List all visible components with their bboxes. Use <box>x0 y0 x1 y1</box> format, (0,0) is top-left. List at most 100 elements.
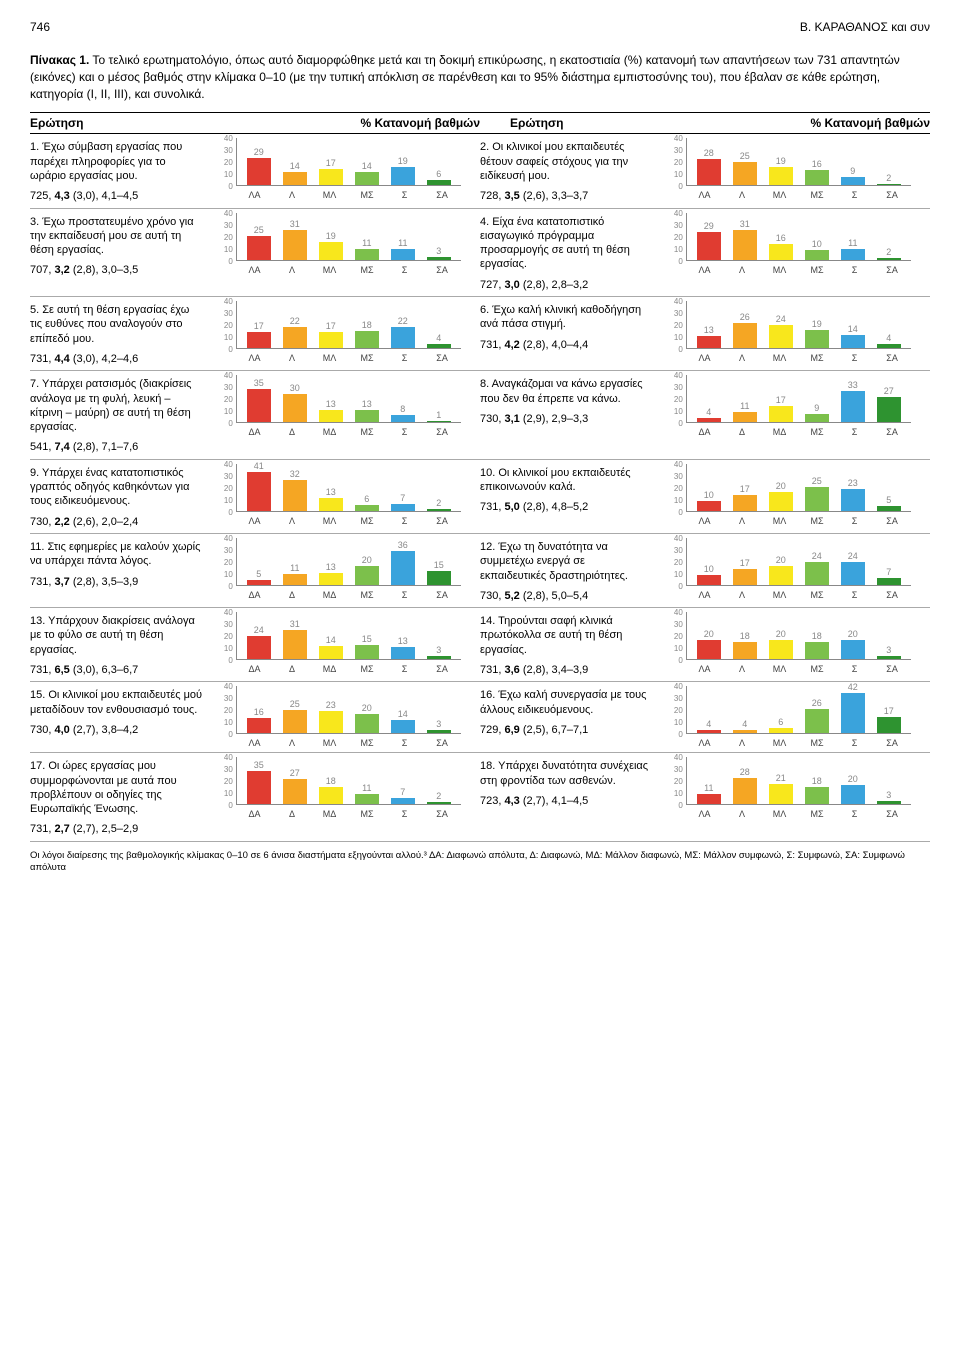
bar-value-label: 11 <box>290 564 299 573</box>
x-label: ΜΣ <box>803 265 831 275</box>
bar <box>319 242 343 260</box>
bar <box>841 249 865 259</box>
y-tick: 0 <box>211 801 233 810</box>
bar <box>283 480 307 510</box>
bar-value-label: 16 <box>776 234 786 243</box>
x-label: ΜΣ <box>803 664 831 674</box>
y-tick: 20 <box>661 632 683 641</box>
bar <box>427 344 451 348</box>
bar-value-label: 13 <box>398 637 408 646</box>
x-label: Σ <box>391 809 419 819</box>
chart-cell: 01020304051113203615ΔΑΔΜΔΜΣΣΣΑ <box>211 538 480 600</box>
bar <box>697 501 721 511</box>
bar <box>319 169 343 185</box>
y-tick: 30 <box>661 383 683 392</box>
bar-value-label: 9 <box>850 167 855 176</box>
bar <box>355 794 379 804</box>
bar-value-label: 19 <box>812 320 822 329</box>
bar-chart: 01020304020182018203ΛΑΛΜΛΜΣΣΣΑ <box>661 612 911 674</box>
y-tick: 0 <box>661 508 683 517</box>
bar-value-label: 3 <box>436 247 441 256</box>
chart-area: 25311911113 <box>236 213 461 261</box>
bar-value-label: 13 <box>704 326 714 335</box>
y-tick: 20 <box>211 158 233 167</box>
y-tick: 0 <box>661 419 683 428</box>
x-label: ΛΑ <box>241 265 269 275</box>
x-label: Δ <box>278 590 306 600</box>
bar <box>769 784 793 804</box>
bar <box>841 562 865 585</box>
bar-value-label: 31 <box>290 220 300 229</box>
bar <box>283 230 307 259</box>
bar <box>391 647 415 659</box>
y-tick: 0 <box>661 257 683 266</box>
y-tick: 20 <box>661 158 683 167</box>
x-label: ΜΣ <box>353 738 381 748</box>
bar <box>319 573 343 585</box>
chart-area: 4111793327 <box>686 375 911 423</box>
question-cell: 15. Οι κλινικοί μου εκπαιδευτές μού μετα… <box>30 686 211 737</box>
bar-value-label: 23 <box>326 701 336 710</box>
bar-chart: 010203040446264217ΛΑΛΜΛΜΣΣΣΑ <box>661 686 911 748</box>
bar-value-label: 13 <box>362 400 372 409</box>
footnote: Οι λόγοι διαίρεσης της βαθμολογικής κλίμ… <box>30 850 930 875</box>
question-stats: 731, 4,2 (2,8), 4,0–4,4 <box>480 338 653 352</box>
x-label: ΜΣ <box>803 590 831 600</box>
x-label: Λ <box>728 516 756 526</box>
table-row: 11. Στις εφημερίες με καλούν χωρίς να υπ… <box>30 534 930 608</box>
chart-cell: 01020304016252320143ΛΑΛΜΛΜΣΣΣΑ <box>211 686 480 748</box>
question-text: 15. Οι κλινικοί μου εκπαιδευτές μού μετα… <box>30 688 203 717</box>
bar-value-label: 32 <box>290 470 300 479</box>
bar <box>733 230 757 259</box>
bar <box>319 646 343 659</box>
bar <box>427 802 451 804</box>
x-label: ΔΑ <box>241 809 269 819</box>
bar-value-label: 35 <box>254 379 264 388</box>
chart-cell: 01020304017221718224ΛΑΛΜΛΜΣΣΣΑ <box>211 301 480 363</box>
x-label: ΜΔ <box>316 590 344 600</box>
bar <box>697 418 721 422</box>
question-text: 10. Οι κλινικοί μου εκπαιδευτές επικοινω… <box>480 466 653 495</box>
x-label: ΣΑ <box>878 265 906 275</box>
bar-value-label: 18 <box>740 632 750 641</box>
bar <box>427 571 451 585</box>
x-label: Λ <box>278 265 306 275</box>
bar <box>247 718 271 733</box>
y-tick: 10 <box>661 644 683 653</box>
bar <box>877 656 901 659</box>
bar <box>877 717 901 733</box>
bar-value-label: 27 <box>884 387 894 396</box>
bar-value-label: 8 <box>400 405 405 414</box>
bar-value-label: 42 <box>848 683 858 692</box>
y-tick: 10 <box>661 570 683 579</box>
bar <box>319 711 343 733</box>
y-tick: 30 <box>211 620 233 629</box>
bar-value-label: 19 <box>776 157 786 166</box>
bar-value-label: 18 <box>812 777 822 786</box>
x-label: ΣΑ <box>428 738 456 748</box>
x-label: ΣΑ <box>878 353 906 363</box>
x-label: ΣΑ <box>428 664 456 674</box>
y-tick: 0 <box>211 419 233 428</box>
chart-area: 10172024247 <box>686 538 911 586</box>
bar-value-label: 20 <box>362 704 372 713</box>
bar-value-label: 16 <box>812 160 822 169</box>
x-label: ΜΣ <box>353 590 381 600</box>
table-caption: Πίνακας 1. Το τελικό ερωτηματολόγιο, όπω… <box>30 52 930 102</box>
y-tick: 40 <box>211 753 233 762</box>
bar-chart: 010203040413213672ΛΑΛΜΛΜΣΣΣΑ <box>211 464 461 526</box>
bar-chart: 01020304029141714196ΛΑΛΜΛΜΣΣΣΑ <box>211 138 461 200</box>
bar-chart: 0102030402825191692ΛΑΛΜΛΜΣΣΣΑ <box>661 138 911 200</box>
bar <box>391 327 415 348</box>
question-cell: 2. Οι κλινικοί μου εκπαιδευτές θέτουν σα… <box>480 138 661 203</box>
bar <box>841 693 865 733</box>
y-tick: 10 <box>211 333 233 342</box>
bar-value-label: 10 <box>704 491 714 500</box>
question-text: 8. Αναγκάζομαι να κάνω εργασίες που δεν … <box>480 377 653 406</box>
x-label: Δ <box>278 664 306 674</box>
chart-area: 29141714196 <box>236 138 461 186</box>
col-header-q2: Ερώτηση <box>510 116 690 130</box>
bar-value-label: 24 <box>812 552 822 561</box>
bar <box>247 580 271 585</box>
bar <box>427 509 451 511</box>
